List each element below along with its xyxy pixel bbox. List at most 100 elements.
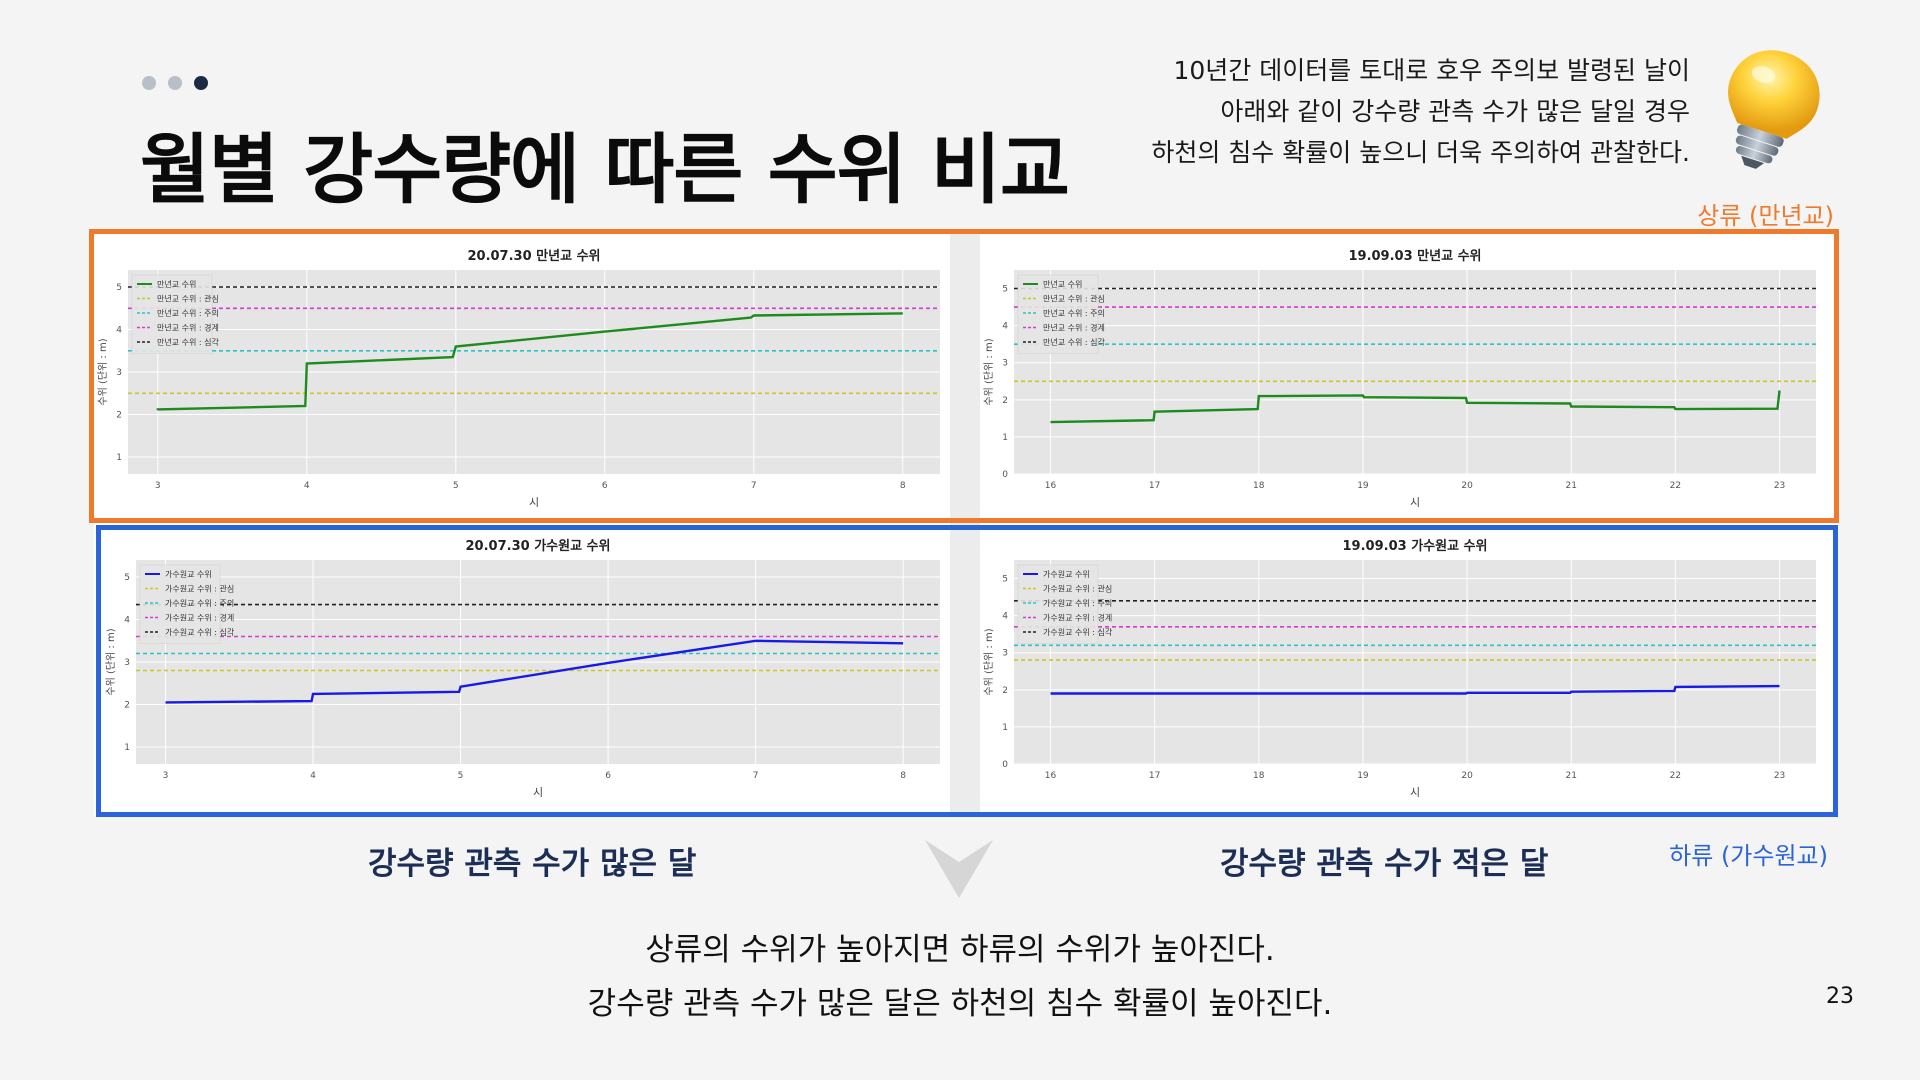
y-tick-label: 3 [116,368,122,378]
x-tick-label: 20 [1461,771,1473,781]
x-tick-label: 19 [1357,771,1369,781]
y-tick-label: 4 [1002,322,1008,332]
y-tick-label: 5 [124,573,130,583]
legend-entry: 가수원교 수위 [1043,570,1090,579]
y-tick-label: 5 [116,283,122,293]
x-tick-label: 5 [453,481,459,491]
insight-line: 10년간 데이터를 토대로 호우 주의보 발령된 날이 [1173,56,1691,85]
legend-entry: 만년교 수위 : 주의 [1043,308,1105,318]
x-tick-label: 5 [458,771,464,781]
y-tick-label: 0 [1002,470,1008,480]
insight-line: 아래와 같이 강수량 관측 수가 많은 달일 경우 [1220,97,1690,126]
y-axis-label: 수위 (단위 : m) [982,338,995,405]
x-axis-label: 시 [533,786,543,799]
y-tick-label: 5 [1002,575,1008,585]
series-line-water-level [1050,390,1781,424]
upstream-label: 상류 (만년교) [1697,202,1834,230]
insight-line: 하천의 침수 확률이 높으니 더욱 주의하여 관찰한다. [1151,138,1690,167]
legend-entry: 가수원교 수위 : 관심 [1043,584,1112,594]
y-tick-label: 2 [1002,396,1008,406]
x-tick-label: 7 [753,771,759,781]
y-tick-label: 0 [1002,760,1008,770]
progress-dot [142,76,156,90]
slide-progress-dots [142,76,208,90]
legend-entry: 가수원교 수위 : 경계 [1043,613,1112,623]
y-tick-label: 2 [116,411,122,421]
x-tick-label: 21 [1566,771,1577,781]
plot-area [1014,560,1816,764]
y-tick-label: 3 [1002,359,1008,369]
chart-title: 19.09.03 가수원교 수위 [1343,539,1488,554]
x-tick-label: 7 [751,481,757,491]
x-tick-label: 3 [155,481,161,491]
x-tick-label: 16 [1045,481,1057,491]
x-axis-label: 시 [1410,786,1420,799]
chart-title: 19.09.03 만년교 수위 [1348,248,1481,264]
x-tick-label: 22 [1670,771,1681,781]
legend-entry: 만년교 수위 : 관심 [157,294,219,304]
page-title: 월별 강수량에 따른 수위 비교 [140,125,1070,214]
x-tick-label: 19 [1357,481,1369,491]
downstream-label: 하류 (가수원교) [1669,842,1828,870]
x-tick-label: 6 [605,771,611,781]
x-tick-label: 8 [900,771,906,781]
legend-entry: 만년교 수위 : 심각 [1043,337,1105,347]
legend-entry: 만년교 수위 : 주의 [157,308,219,318]
page-number: 23 [1826,984,1854,1009]
x-tick-label: 16 [1045,771,1057,781]
legend-entry: 만년교 수위 : 관심 [1043,294,1105,304]
legend-entry: 가수원교 수위 : 심각 [165,627,235,637]
progress-dot-active [194,76,208,90]
x-tick-label: 18 [1253,771,1265,781]
y-tick-label: 1 [1002,723,1008,733]
x-tick-label: 4 [304,481,310,491]
x-tick-label: 3 [163,771,169,781]
caption-heavy-month: 강수량 관측 수가 많은 달 [368,846,697,882]
x-tick-label: 18 [1253,481,1265,491]
y-axis-label: 수위 (단위 : m) [982,628,995,695]
chart-downstream-heavy-month: 20.07.30 가수원교 수위 3 4 5 6 7 8 1 2 3 4 5 시 수위 (단위 : m) 가… [102,530,950,802]
chart-title: 20.07.30 만년교 수위 [467,248,600,264]
progress-dot [168,76,182,90]
y-tick-label: 3 [124,658,130,668]
x-tick-label: 23 [1774,481,1785,491]
legend-box [131,274,213,354]
conclusion-line: 상류의 수위가 높아지면 하류의 수위가 높아진다. [645,932,1275,968]
y-tick-label: 3 [1002,649,1008,659]
chevron-down-icon [925,840,993,898]
legend-box [139,564,221,644]
legend-entry: 가수원교 수위 : 심각 [1043,627,1113,637]
legend-entry: 가수원교 수위 [165,570,212,579]
legend-box [1017,564,1099,644]
x-tick-label: 20 [1461,481,1473,491]
y-axis-label: 수위 (단위 : m) [96,338,109,405]
legend-entry: 가수원교 수위 : 주의 [1043,598,1112,608]
x-axis-label: 시 [1410,496,1420,509]
y-tick-label: 1 [1002,433,1008,443]
caption-light-month: 강수량 관측 수가 적은 달 [1220,846,1549,882]
legend-entry: 만년교 수위 [157,279,196,289]
x-tick-label: 21 [1566,481,1577,491]
legend-entry: 만년교 수위 : 경계 [1043,323,1105,333]
insight-text: 10년간 데이터를 토대로 호우 주의보 발령된 날이 아래와 같이 강수량 관… [970,50,1690,173]
lightbulb-icon [1728,50,1820,169]
legend-entry: 만년교 수위 : 경계 [157,323,219,333]
charts-divider [950,232,980,816]
legend-entry: 만년교 수위 : 심각 [157,337,219,347]
series-line-water-level [1050,684,1780,695]
x-axis-label: 시 [529,496,539,509]
y-tick-label: 1 [116,453,122,463]
x-tick-label: 8 [900,481,906,491]
x-tick-label: 22 [1670,481,1681,491]
series-line-water-level [165,639,904,704]
x-tick-label: 6 [602,481,608,491]
y-tick-label: 4 [116,326,122,336]
plot-area [1014,270,1816,474]
chart-upstream-heavy-month: 20.07.30 만년교 수위 3 4 5 6 7 8 1 2 3 4 5 시 수위 (단위 : m) 만년… [94,240,950,512]
conclusion-line: 강수량 관측 수가 많은 달은 하천의 침수 확률이 높아진다. [587,986,1333,1022]
x-tick-label: 17 [1149,771,1160,781]
y-tick-label: 4 [124,616,130,626]
x-tick-label: 23 [1774,771,1785,781]
